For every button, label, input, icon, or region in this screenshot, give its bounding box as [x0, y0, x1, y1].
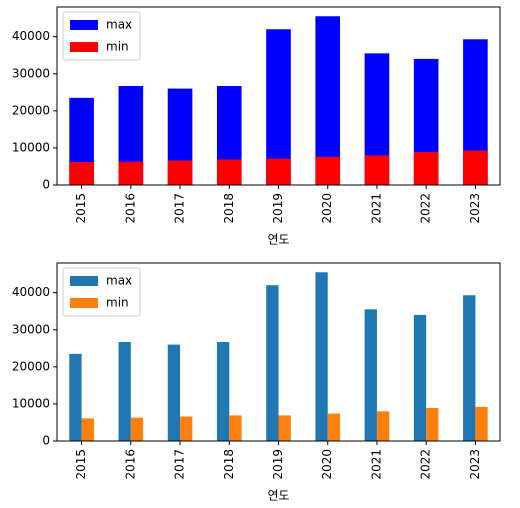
- legend-label: min: [106, 296, 129, 310]
- x-tick-label: 2015: [74, 449, 88, 480]
- y-tick-label: 30000: [12, 66, 50, 80]
- bar: [413, 314, 427, 441]
- legend-swatch: [70, 276, 98, 286]
- x-tick-label: 2019: [271, 449, 285, 480]
- y-tick-label: 30000: [12, 322, 50, 336]
- y-tick-label: 40000: [12, 29, 50, 43]
- legend-label: min: [106, 40, 129, 54]
- bar: [167, 160, 193, 185]
- x-axis-label: 연도: [267, 489, 289, 503]
- bar: [364, 155, 390, 185]
- bar: [426, 407, 439, 441]
- bar: [266, 285, 279, 441]
- legend-label: max: [106, 18, 132, 32]
- bar: [69, 353, 82, 441]
- bar: [180, 416, 193, 441]
- legend-label: max: [106, 274, 132, 288]
- bar: [463, 295, 476, 441]
- axes-frame: [56, 262, 501, 442]
- bar: [376, 411, 390, 441]
- x-tick-label: 2022: [419, 193, 433, 224]
- x-tick-label: 2023: [468, 449, 482, 480]
- y-tick-label: 10000: [12, 140, 50, 154]
- y-tick-label: 20000: [12, 359, 50, 373]
- bar: [69, 162, 94, 185]
- bar: [315, 272, 328, 441]
- y-tick-label: 0: [42, 178, 50, 192]
- bar: [364, 309, 377, 441]
- y-tick-label: 20000: [12, 103, 50, 117]
- x-tick-label: 2021: [369, 449, 383, 480]
- x-tick-label: 2016: [123, 449, 137, 480]
- bar: [475, 406, 488, 441]
- bar: [229, 415, 242, 441]
- x-axis-label: 연도: [267, 233, 289, 247]
- legend-swatch: [70, 42, 98, 52]
- x-tick-label: 2020: [320, 193, 334, 224]
- y-tick-label: 40000: [12, 285, 50, 299]
- x-tick-label: 2015: [74, 193, 88, 224]
- bar: [118, 341, 131, 441]
- bar: [167, 344, 181, 441]
- bar: [118, 161, 144, 185]
- bar: [327, 413, 341, 441]
- bar: [278, 415, 291, 441]
- bar: [266, 158, 291, 185]
- x-tick-label: 2017: [173, 449, 187, 480]
- x-tick-label: 2021: [369, 193, 383, 224]
- y-tick-label: 10000: [12, 396, 50, 410]
- bar: [130, 417, 144, 441]
- bar: [81, 418, 94, 441]
- x-tick-label: 2018: [222, 193, 236, 224]
- bar: [216, 341, 230, 441]
- x-tick-label: 2020: [320, 449, 334, 480]
- bar: [463, 150, 488, 185]
- x-tick-label: 2023: [468, 193, 482, 224]
- x-tick-label: 2019: [271, 193, 285, 224]
- legend-swatch: [70, 298, 98, 308]
- x-tick-label: 2017: [173, 193, 187, 224]
- x-tick-label: 2018: [222, 449, 236, 480]
- y-tick-label: 0: [42, 434, 50, 448]
- x-tick-label: 2016: [123, 193, 137, 224]
- bar: [216, 159, 242, 185]
- x-tick-label: 2022: [419, 449, 433, 480]
- bar: [413, 151, 439, 185]
- axes-frame: [56, 6, 501, 186]
- bar: [315, 156, 341, 185]
- legend-swatch: [70, 20, 98, 30]
